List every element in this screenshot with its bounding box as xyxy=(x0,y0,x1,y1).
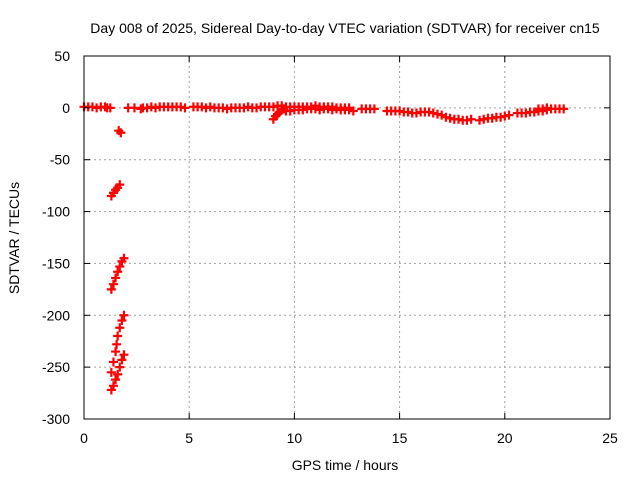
x-tick-label: 0 xyxy=(80,430,88,446)
data-point xyxy=(115,262,125,272)
x-tick-label: 15 xyxy=(392,430,408,446)
axis-ticks: 0 5 10 15 20 25 50 0 -50 -100 -150 -200 -250 -300 xyxy=(42,48,618,446)
x-tick-label: 25 xyxy=(602,430,618,446)
plot-frame xyxy=(83,55,611,420)
data-point xyxy=(504,110,514,120)
data-point xyxy=(108,357,118,367)
data-point xyxy=(180,103,190,113)
data-point xyxy=(117,315,127,325)
data-point xyxy=(111,273,121,283)
data-point xyxy=(559,104,569,114)
y-axis-label: SDTVAR / TECUs xyxy=(6,182,22,294)
data-point xyxy=(111,375,121,385)
chart-title: Day 008 of 2025, Sidereal Day-to-day VTE… xyxy=(90,20,600,36)
data-point xyxy=(466,114,476,124)
data-point xyxy=(116,128,126,138)
data-point xyxy=(119,310,129,320)
y-tick-label: -100 xyxy=(42,204,70,220)
y-tick-label: -150 xyxy=(42,255,70,271)
y-tick-label: 0 xyxy=(62,100,70,116)
data-point xyxy=(115,323,125,333)
data-point xyxy=(113,369,123,379)
y-tick-label: -50 xyxy=(50,152,70,168)
y-tick-label: -250 xyxy=(42,359,70,375)
data-point xyxy=(108,381,118,391)
data-point xyxy=(117,355,127,365)
data-point xyxy=(344,103,354,113)
x-tick-label: 10 xyxy=(287,430,303,446)
data-point xyxy=(119,253,129,263)
y-tick-label: -300 xyxy=(42,411,70,427)
y-tick-label: -200 xyxy=(42,307,70,323)
data-point xyxy=(105,103,115,113)
data-point xyxy=(115,362,125,372)
x-tick-label: 5 xyxy=(185,430,193,446)
y-tick-label: 50 xyxy=(54,48,70,64)
data-points xyxy=(79,101,569,395)
data-point xyxy=(113,331,123,341)
data-point xyxy=(108,279,118,289)
data-point xyxy=(369,104,379,114)
data-point xyxy=(115,180,125,190)
data-point xyxy=(106,367,116,377)
x-tick-label: 20 xyxy=(497,430,513,446)
x-axis-label: GPS time / hours xyxy=(292,457,399,473)
data-point xyxy=(112,339,122,349)
data-point xyxy=(119,350,129,360)
data-point xyxy=(113,267,123,277)
data-point xyxy=(106,284,116,294)
